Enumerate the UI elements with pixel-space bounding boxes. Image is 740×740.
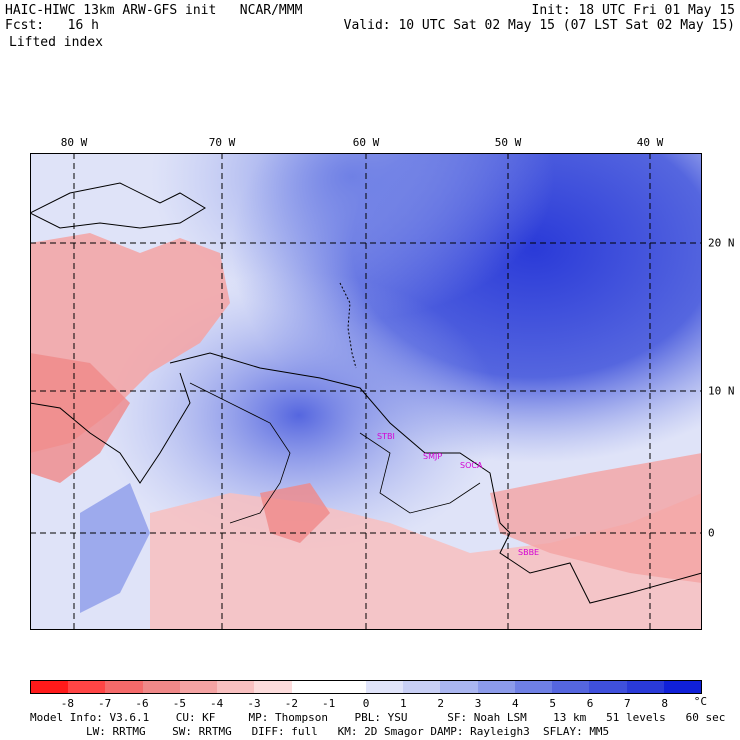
map-frame [30,153,702,630]
colorbar-tick-label: 6 [586,697,594,710]
lon-label-60w: 60 W [352,136,380,149]
colorbar-unit: °C [693,695,707,708]
colorbar-tick-label: 5 [549,697,556,710]
lat-label-10n: 10 N [708,384,735,398]
field-name: Lifted index [9,35,103,50]
colorbar-swatch [31,681,69,693]
andes-stable-region [80,483,150,613]
colorbar-swatch [440,681,478,693]
colorbar-tick-label: -5 [172,697,186,710]
station-label: STBI [377,432,395,441]
country-border-2 [359,432,481,514]
south-america-coastline [169,352,702,604]
greater-antilles-coastline [30,182,206,229]
central-america-coastline [30,372,191,484]
colorbar-tick-label: -1 [322,697,336,710]
model-info-line1: Model Info: V3.6.1 CU: KF MP: Thompson P… [30,711,726,724]
lon-label-70w: 70 W [208,136,236,149]
colorbar-swatch [477,681,515,693]
colorbar-swatch [179,681,218,693]
colorbar-swatch [217,681,255,693]
colorbar-tick-label: 3 [474,697,482,710]
lat-label-20n: 20 N [708,236,735,250]
lesser-antilles-islands [339,282,357,369]
colorbar-tick-label: 7 [624,697,631,710]
lon-label-80w: 80 W [60,136,88,149]
init-time: Init: 18 UTC Fri 01 May 15 [531,3,736,18]
colorbar [30,680,702,694]
colorbar-tick-label: -6 [135,697,149,710]
colorbar-tick-label: 2 [437,697,444,710]
central-america-unstable-region [30,353,130,483]
colorbar-tick-label: 4 [512,697,519,710]
colorbar-tick-label: 8 [661,697,668,710]
station-label: SMJP [423,452,442,461]
title-left-line1: HAIC-HIWC 13km ARW-GFS init NCAR/MMM [5,3,303,18]
colorbar-tick-label: -8 [60,697,74,710]
colorbar-swatch [68,681,106,693]
valid-time: Valid: 10 UTC Sat 02 May 15 (07 LST Sat … [343,18,735,33]
colorbar-tick-label: 0 [362,697,370,710]
country-border-1 [189,382,291,524]
lat-lon-grid [30,153,702,630]
colorbar-swatch [552,681,590,693]
lifted-index-map: STBI SMJP SOCA SBBE [30,153,702,630]
colorbar-tick-label: -2 [284,697,298,710]
equatorial-atlantic-unstable-region [490,453,702,583]
station-label: SOCA [460,461,483,470]
colorbar-swatch [328,681,366,693]
colorbar-swatch [105,681,143,693]
colorbar-swatch [254,681,292,693]
colorbar-tick-label: 1 [400,697,407,710]
lon-label-40w: 40 W [636,136,664,149]
colorbar-tick-label: -3 [247,697,261,710]
colorbar-swatch [663,681,701,693]
lon-label-50w: 50 W [494,136,522,149]
colorbar-swatch [142,681,180,693]
colorbar-swatch [589,681,627,693]
colorbar-swatch [626,681,664,693]
lat-label-0: 0 [708,526,715,540]
colorbar-swatch [403,681,441,693]
colorbar-tick-label: -4 [210,697,224,710]
colorbar-tick-label: -7 [98,697,112,710]
station-label: SBBE [518,548,539,557]
colorbar-swatch [514,681,553,693]
model-info-line2: LW: RRTMG SW: RRTMG DIFF: full KM: 2D Sm… [86,725,610,738]
guiana-shield-unstable-region [260,483,330,543]
forecast-hour: Fcst: 16 h [5,18,99,33]
colorbar-swatch [365,681,404,693]
colorbar-swatch [291,681,329,693]
